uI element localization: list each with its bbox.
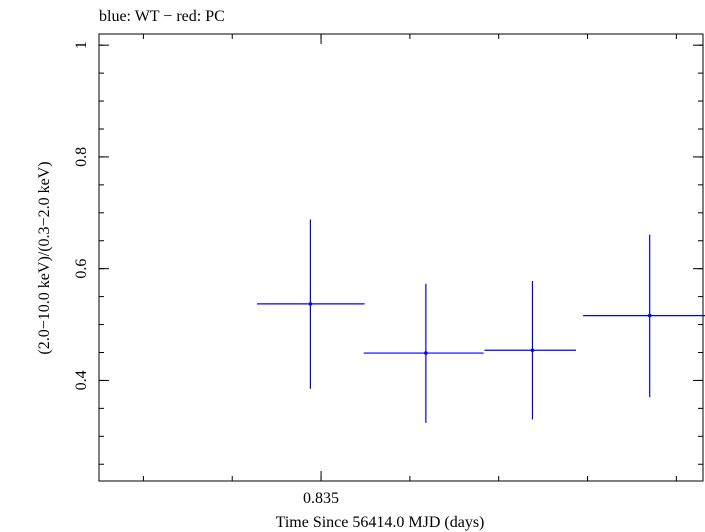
plot-frame xyxy=(98,33,704,482)
x-tick-label: 0.835 xyxy=(303,490,339,507)
point-marker xyxy=(308,302,313,306)
point-marker xyxy=(647,313,652,318)
y-tick-label: 1 xyxy=(73,41,90,49)
chart-title: blue: WT − red: PC xyxy=(99,8,225,25)
data-point xyxy=(583,234,705,398)
data-points xyxy=(257,219,705,423)
y-tick-label: 0.8 xyxy=(73,147,90,167)
y-tick-label: 0.4 xyxy=(73,370,90,390)
y-axis: 0.4 0.6 0.8 1 xyxy=(73,41,703,465)
data-point xyxy=(484,280,576,420)
point-marker xyxy=(530,348,535,353)
y-axis-label: (2.0−10.0 keV)/(0.3−2.0 keV) xyxy=(36,161,53,354)
data-point xyxy=(363,283,484,423)
data-point xyxy=(257,219,365,389)
y-tick-label: 0.6 xyxy=(73,259,90,279)
point-marker xyxy=(424,351,428,355)
x-axis-label: Time Since 56414.0 MJD (days) xyxy=(276,514,485,531)
